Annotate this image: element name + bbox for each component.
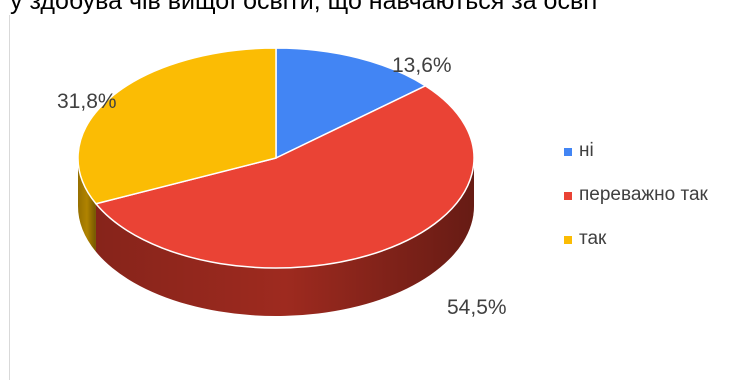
legend: ні переважно так так <box>564 140 709 249</box>
legend-label-ні: ні <box>579 140 594 161</box>
slice-так <box>77 47 277 205</box>
data-label-ні: 13,6% <box>392 54 452 77</box>
legend-label-переважно-так: переважно так <box>579 184 709 205</box>
slice-ні <box>275 47 427 160</box>
legend-swatch-ні <box>564 148 572 156</box>
slice-side-shade-переважно-так <box>95 158 475 317</box>
chart-frame <box>9 15 751 380</box>
legend-swatch-переважно-так <box>564 192 572 200</box>
pie-tops <box>77 47 475 269</box>
data-label-переважно-так: 54,5% <box>447 296 507 319</box>
data-label-так: 31,8% <box>57 90 117 113</box>
slice-переважно-так <box>94 84 475 269</box>
pie-labels: 13,6% 54,5% 31,8% <box>57 54 507 319</box>
legend-swatch-так <box>564 236 572 244</box>
legend-label-так: так <box>579 228 607 249</box>
chart-title: у здобува чів вищої освіти, що навчаютьс… <box>10 0 601 15</box>
